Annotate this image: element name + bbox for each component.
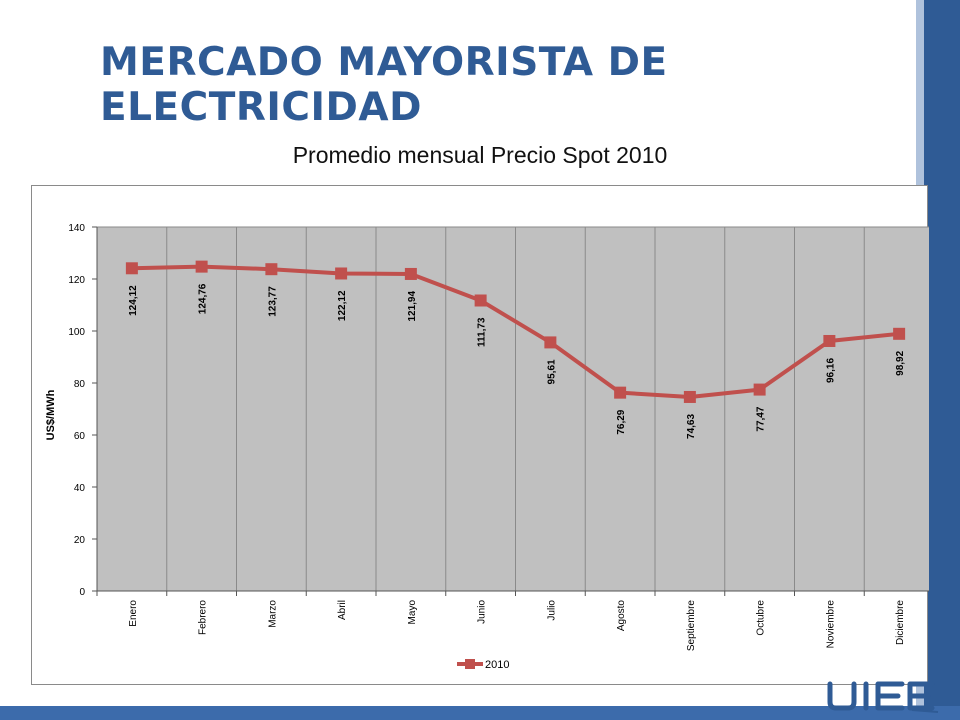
- company-logo-icon: [827, 681, 939, 713]
- data-point: [125, 262, 138, 275]
- line-chart: 0 20 40 60 80 100 120 140 Enero Febrero Marzo Abril…: [45, 223, 929, 671]
- data-label: 124,76: [198, 283, 209, 314]
- data-point: [474, 294, 487, 307]
- x-tick-label: Noviembre: [825, 600, 836, 649]
- data-label: 121,94: [407, 291, 418, 322]
- x-tick-label: Mayo: [407, 600, 418, 625]
- x-tick-label: Junio: [477, 600, 488, 624]
- data-label: 77,47: [756, 406, 767, 431]
- data-point: [335, 267, 348, 280]
- data-point: [753, 383, 766, 396]
- data-point: [893, 327, 906, 340]
- series-line: [131, 264, 900, 399]
- y-tick-label: 60: [74, 431, 86, 442]
- data-point: [614, 386, 627, 399]
- data-label: 124,12: [128, 285, 139, 316]
- data-label: 95,61: [546, 359, 557, 384]
- x-tick-label: Enero: [128, 600, 139, 627]
- data-label: 122,12: [337, 290, 348, 321]
- y-axis-title: US$/MWh: [45, 389, 57, 440]
- y-tick-label: 20: [74, 535, 86, 546]
- y-tick-label: 40: [74, 483, 86, 494]
- data-point: [823, 334, 836, 347]
- slide-title: MERCADO MAYORISTA DE ELECTRICIDAD: [100, 40, 668, 130]
- data-point: [683, 390, 696, 403]
- data-label: 96,16: [825, 358, 836, 383]
- data-label: 123,77: [267, 286, 278, 317]
- data-point: [544, 336, 557, 349]
- x-tick-label: Febrero: [198, 600, 209, 635]
- data-label: 111,73: [477, 317, 488, 347]
- legend-marker: [465, 659, 475, 669]
- data-point: [265, 263, 278, 276]
- data-label: 74,63: [686, 414, 697, 439]
- data-label: 98,92: [895, 350, 906, 375]
- x-tick-label: Agosto: [616, 600, 627, 632]
- y-tick-label: 140: [68, 223, 85, 234]
- legend-label: 2010: [485, 659, 509, 671]
- plot-area: [96, 226, 929, 592]
- y-tick-label: 80: [74, 379, 86, 390]
- x-tick-label: Abril: [337, 600, 348, 620]
- data-label: 76,29: [616, 409, 627, 434]
- x-tick-label: Octubre: [756, 600, 767, 636]
- x-tick-label: Julio: [546, 600, 557, 621]
- y-tick-label: 0: [79, 587, 85, 598]
- chart-title: Promedio mensual Precio Spot 2010: [292, 142, 668, 168]
- x-tick-label: Diciembre: [895, 600, 906, 645]
- y-tick-label: 100: [68, 327, 85, 338]
- x-tick-label: Marzo: [267, 600, 278, 628]
- decorative-bottom-band: [0, 706, 960, 720]
- data-point: [195, 260, 208, 273]
- chart-area: 0 20 40 60 80 100 120 140 Enero Febrero Marzo Abril…: [31, 185, 929, 685]
- data-point: [404, 267, 417, 280]
- decorative-side-band: [924, 0, 960, 720]
- y-tick-label: 120: [68, 275, 85, 286]
- x-tick-label: Septiembre: [686, 600, 697, 652]
